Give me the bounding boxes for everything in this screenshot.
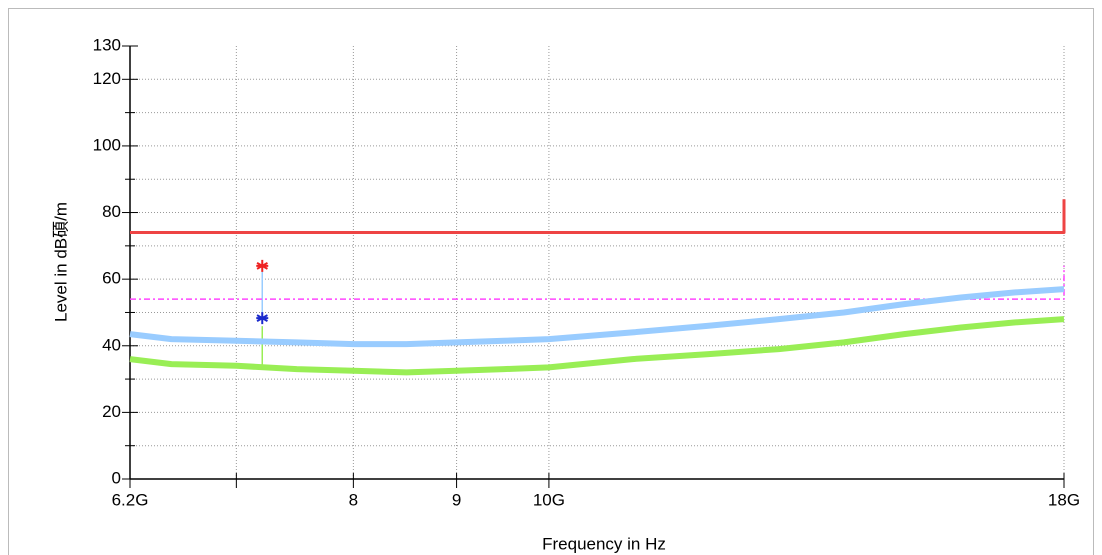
series-line [129,316,1065,376]
marker [256,312,269,325]
x-tick-label: 10G [533,490,565,509]
y-tick-label: 130 [93,35,121,54]
y-tick-label: 0 [112,468,121,487]
y-tick-label: 60 [102,269,121,288]
y-tick-label: 120 [93,69,121,88]
series-line [129,286,1065,348]
y-tick-label: 80 [102,202,121,221]
series-line [130,199,1066,234]
x-tick-label: 8 [349,490,358,509]
x-axis-label: Frequency in Hz [542,534,666,553]
y-tick-label: 100 [93,135,121,154]
y-tick-label: 20 [102,402,121,421]
x-tick-label: 6.2G [112,490,149,509]
series-line [130,265,1065,300]
x-tick-label: 18G [1048,490,1080,509]
y-tick-label: 40 [102,335,121,354]
marker [256,259,269,272]
y-axis-label: Level in dB碩/m [51,202,70,322]
x-tick-label: 9 [452,490,461,509]
frame [8,8,1094,555]
